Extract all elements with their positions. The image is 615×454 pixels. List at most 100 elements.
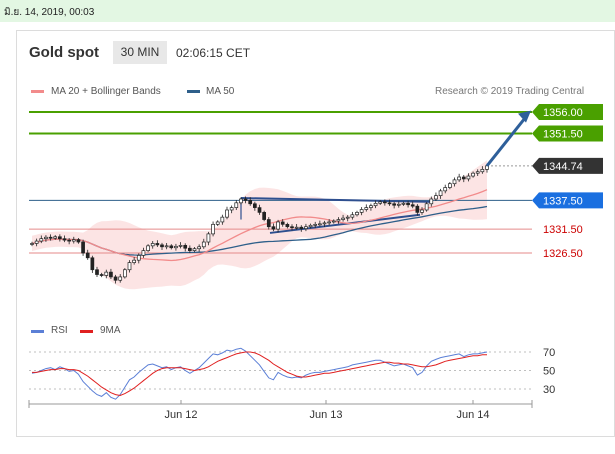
candle — [322, 220, 327, 228]
rsi-ma-line — [32, 351, 487, 397]
candle — [401, 201, 406, 206]
candle-body — [369, 205, 373, 208]
candle — [313, 221, 318, 229]
candle-body — [461, 176, 466, 180]
candle — [34, 238, 39, 247]
candle — [262, 210, 266, 222]
candle — [392, 201, 396, 209]
candle-body — [401, 202, 406, 205]
legend-swatch-ma50 — [187, 90, 200, 93]
candle-body — [174, 245, 178, 249]
candle — [164, 243, 169, 250]
candle-body — [285, 223, 290, 228]
candle-body — [178, 245, 183, 247]
candle-body — [299, 226, 304, 229]
candle-body — [406, 202, 410, 206]
candle — [53, 235, 58, 240]
candle-body — [262, 212, 266, 220]
instrument-title: Gold spot — [29, 44, 99, 61]
resistance-trendline — [240, 197, 433, 203]
candle — [331, 219, 336, 224]
candle-body — [146, 245, 150, 251]
candle — [266, 217, 271, 230]
candle — [341, 214, 345, 222]
x-tick-label: Jun 14 — [456, 409, 489, 421]
candle-body — [345, 216, 350, 219]
timestamp-bar: มิ.ย. 14, 2019, 00:03 — [0, 0, 615, 22]
forecast-arrow-shaft — [485, 115, 528, 167]
candle-body — [424, 203, 429, 211]
candle — [188, 245, 192, 254]
candle-body — [438, 190, 443, 196]
candle — [480, 166, 485, 174]
price-tag-text: 1337.50 — [543, 195, 583, 207]
candle-body — [457, 176, 461, 181]
candle-body — [206, 233, 211, 243]
bollinger-band — [32, 160, 487, 290]
candle — [76, 237, 81, 244]
candle — [225, 206, 229, 220]
candle — [359, 207, 364, 216]
candle-body — [276, 221, 280, 230]
candle-body — [211, 223, 215, 235]
candle-body — [192, 248, 197, 251]
candle-body — [466, 175, 471, 180]
price-tag-text: 1356.00 — [543, 107, 583, 119]
candle — [415, 204, 420, 216]
candle — [294, 223, 299, 230]
candle — [169, 244, 174, 250]
candle — [429, 196, 434, 207]
timestamp-text: มิ.ย. 14, 2019, 00:03 — [4, 7, 95, 18]
candle-body — [201, 241, 206, 248]
candle-body — [350, 214, 355, 218]
candle — [406, 200, 410, 208]
candle-body — [85, 252, 90, 259]
candle — [257, 204, 262, 215]
candle-body — [290, 226, 294, 229]
candle — [136, 253, 141, 264]
candle-body — [415, 205, 420, 213]
candle — [39, 235, 44, 244]
candle — [215, 220, 220, 227]
legend-swatch-9ma — [80, 330, 93, 333]
candle — [58, 234, 62, 242]
candle — [239, 197, 243, 205]
candle — [160, 242, 164, 250]
candle-body — [341, 217, 345, 220]
candle-body — [373, 202, 378, 207]
candle-body — [443, 187, 448, 192]
price-tag — [532, 125, 603, 142]
candle-body — [197, 246, 201, 250]
timeframe-badge[interactable]: 30 MIN — [113, 41, 167, 64]
candle — [318, 220, 322, 227]
candle-body — [67, 239, 71, 242]
candle — [276, 219, 280, 233]
candle-body — [127, 262, 132, 271]
rsi-level-label-70: 70 — [543, 347, 555, 359]
legend-label-ma20: MA 20 + Bollinger Bands — [51, 86, 161, 97]
candle-body — [434, 195, 438, 200]
x-tick-label: Jun 13 — [309, 409, 342, 421]
candle-body — [99, 274, 104, 276]
candle — [396, 201, 401, 208]
candle — [234, 199, 239, 211]
credit-text: Research © 2019 Trading Central — [435, 86, 585, 97]
candle-body — [136, 255, 141, 261]
candle — [410, 201, 415, 209]
candle — [104, 269, 109, 279]
candle — [155, 240, 160, 247]
candle — [378, 200, 383, 205]
candle-body — [253, 203, 257, 208]
rsi-line — [31, 347, 488, 400]
price-tag-text: 1344.74 — [543, 161, 583, 173]
candle-body — [150, 243, 155, 247]
candle — [113, 274, 118, 284]
candle-body — [280, 221, 285, 225]
candle-body — [327, 221, 331, 224]
candle-body — [34, 240, 39, 244]
forecast-arrow-head — [518, 110, 531, 123]
candle-body — [257, 207, 262, 213]
candle — [345, 215, 350, 222]
candle — [211, 221, 215, 237]
